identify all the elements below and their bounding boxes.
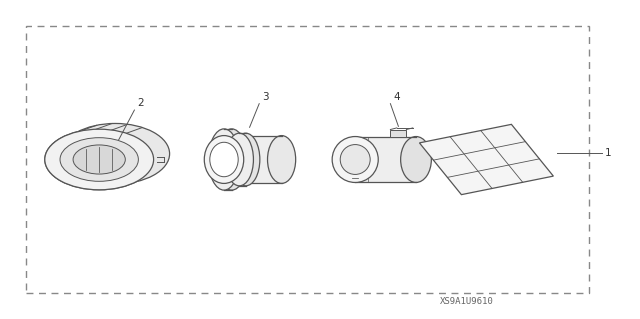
Text: 4: 4 bbox=[393, 93, 399, 102]
Text: XS9A1U9610: XS9A1U9610 bbox=[440, 297, 494, 306]
Ellipse shape bbox=[209, 129, 239, 190]
Ellipse shape bbox=[45, 129, 154, 190]
Ellipse shape bbox=[332, 137, 378, 182]
Ellipse shape bbox=[61, 123, 170, 184]
Ellipse shape bbox=[204, 136, 244, 183]
Ellipse shape bbox=[232, 133, 260, 186]
Ellipse shape bbox=[45, 129, 154, 190]
Bar bbox=[390, 130, 406, 137]
Ellipse shape bbox=[340, 145, 370, 174]
Text: 1: 1 bbox=[605, 148, 611, 158]
Bar bbox=[224, 129, 232, 190]
Bar bbox=[224, 136, 282, 183]
Bar bbox=[355, 137, 416, 182]
Ellipse shape bbox=[210, 142, 238, 177]
Text: 2: 2 bbox=[138, 99, 144, 108]
Ellipse shape bbox=[268, 136, 296, 183]
Ellipse shape bbox=[401, 137, 431, 182]
Ellipse shape bbox=[225, 133, 253, 186]
Ellipse shape bbox=[73, 145, 125, 174]
Ellipse shape bbox=[60, 138, 138, 181]
Bar bbox=[239, 133, 246, 186]
Polygon shape bbox=[419, 124, 554, 195]
Bar bbox=[26, 26, 589, 293]
Ellipse shape bbox=[216, 129, 247, 190]
Text: 3: 3 bbox=[262, 93, 268, 102]
